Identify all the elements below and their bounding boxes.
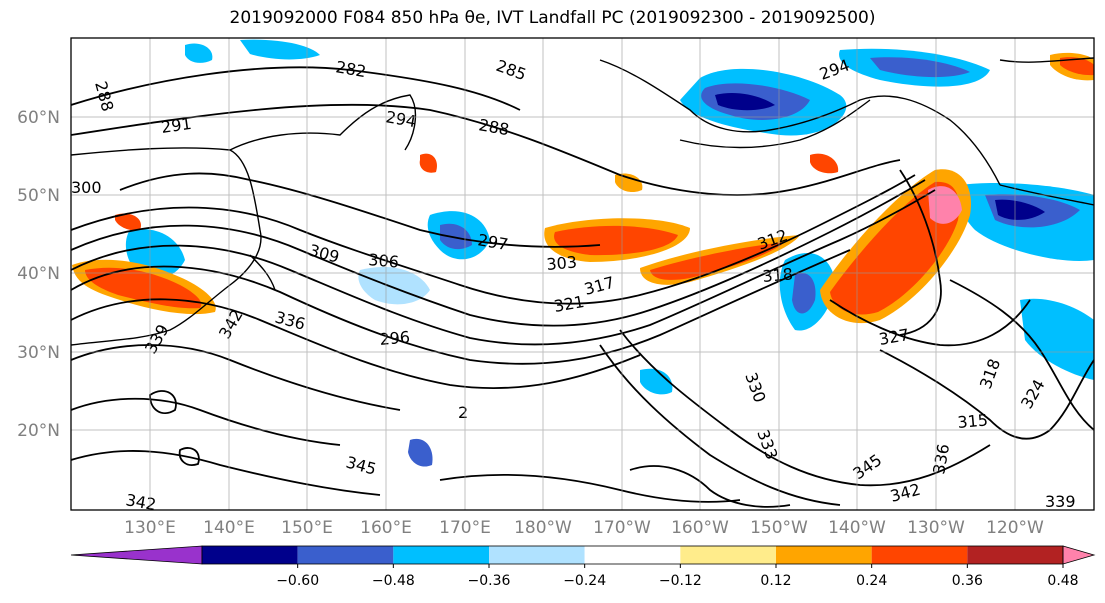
theta-e-contours [71, 66, 1094, 508]
lon-label: 150°W [750, 518, 808, 538]
colorbar-tick-label: −0.12 [659, 573, 702, 589]
colorbar [70, 545, 1096, 565]
colorbar-tick-label: 0.12 [760, 573, 791, 589]
colorbar-extend-low [70, 545, 203, 565]
lon-label: 150°E [281, 518, 333, 538]
colorbar-tick-label: −0.24 [563, 573, 606, 589]
colorbar-bin [489, 546, 585, 564]
lon-label: 140°E [203, 518, 255, 538]
contour-label: 339 [1045, 492, 1076, 511]
lat-label-30n: 30°N [17, 343, 60, 363]
colorbar-bin [776, 546, 872, 564]
colorbar-bin [584, 546, 681, 564]
colorbar-bin [680, 546, 776, 564]
lon-label: 170°W [593, 518, 651, 538]
lon-label: 130°E [124, 518, 176, 538]
lon-label: 180°W [514, 518, 572, 538]
contour-label: 291 [160, 114, 193, 137]
contour-label: 315 [957, 410, 989, 432]
colorbar-extend-high [1062, 545, 1096, 565]
contour-label: 318 [762, 264, 794, 286]
gridlines [71, 38, 1094, 510]
lat-label-20n: 20°N [17, 421, 60, 441]
contour-label: 303 [546, 252, 578, 274]
colorbar-bin [202, 546, 298, 564]
shaded-regions [72, 39, 1094, 467]
colorbar-tick-label: 0.36 [952, 573, 983, 589]
colorbar-tick-labels: −0.60 −0.48 −0.36 −0.24 −0.12 0.12 0.24 0.36 0.4… [276, 564, 1079, 589]
longitude-labels: 130°E 140°E 150°E 160°E 170°E 180°W 170°… [124, 518, 1044, 538]
coastlines [71, 57, 1094, 346]
map-frame [70, 37, 1095, 511]
lon-label: 170°E [439, 518, 491, 538]
lon-label: 160°E [360, 518, 412, 538]
contour-label: 296 [379, 327, 411, 349]
chart-title: 2019092000 F084 850 hPa θe, IVT Landfall… [229, 8, 876, 28]
colorbar-tick-label: −0.36 [468, 573, 511, 589]
colorbar-outline [201, 545, 1064, 565]
lat-label-50n: 50°N [17, 186, 60, 206]
colorbar-bin [967, 546, 1063, 564]
lon-label: 120°W [986, 518, 1044, 538]
lon-label: 140°W [828, 518, 886, 538]
lon-label: 160°W [671, 518, 729, 538]
lon-label: 130°W [907, 518, 965, 538]
colorbar-bin [871, 546, 968, 564]
lat-label-40n: 40°N [17, 264, 60, 284]
colorbar-bin [297, 546, 394, 564]
colorbar-bin [393, 546, 489, 564]
colorbar-tick-label: −0.48 [372, 573, 415, 589]
colorbar-tick-label: 0.24 [856, 573, 887, 589]
colorbar-tick-label: 0.48 [1047, 573, 1078, 589]
contour-label: 306 [368, 250, 400, 272]
colorbar-tick-label: −0.60 [276, 573, 319, 589]
latitude-labels: 60°N 50°N 40°N 30°N 20°N [17, 108, 60, 441]
lat-label-60n: 60°N [17, 108, 60, 128]
contour-label: 2 [458, 403, 468, 422]
contour-label: 342 [124, 490, 157, 514]
contour-label: 300 [71, 178, 102, 197]
map-panel: 288 282 285 294 291 294 288 300 297 303 … [71, 38, 1094, 514]
